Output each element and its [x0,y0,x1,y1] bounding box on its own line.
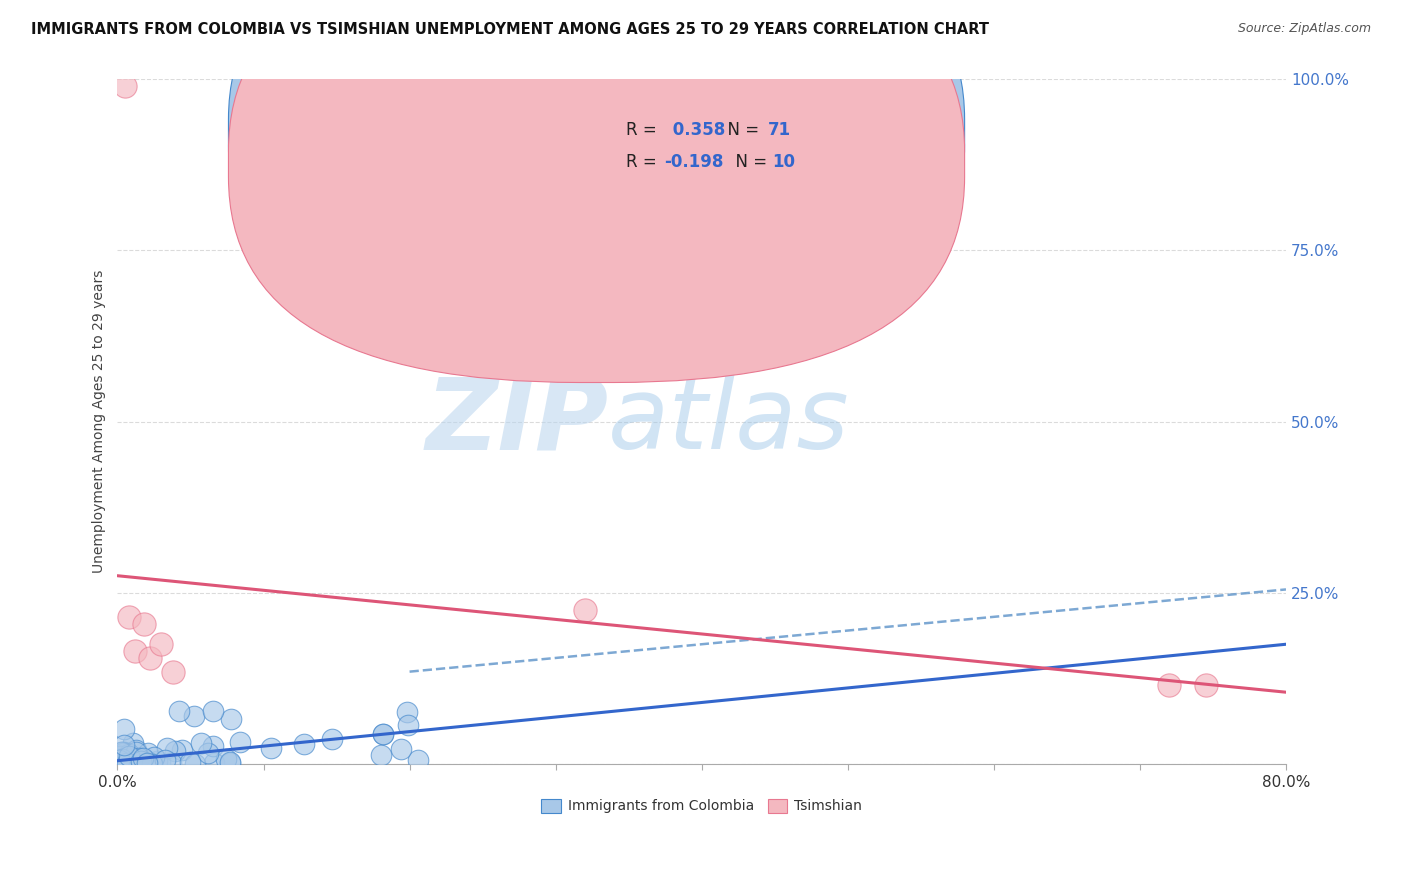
Text: -0.198: -0.198 [664,153,724,171]
Point [118,747,141,761]
Text: N =: N = [717,121,765,139]
Point [1159,678,1181,692]
Text: 71: 71 [768,121,792,139]
Point [112,747,135,761]
Point [118,756,141,770]
Point [125,745,148,759]
Text: R =: R = [626,121,662,139]
Point [135,756,157,771]
Point [159,756,181,770]
Legend: Immigrants from Colombia, Tsimshian: Immigrants from Colombia, Tsimshian [536,793,868,819]
Point [370,747,392,762]
Point [121,736,143,750]
Point [202,704,225,718]
Point [396,717,419,731]
Point [155,753,177,767]
Point [221,712,243,726]
Point [228,735,250,749]
Text: IMMIGRANTS FROM COLOMBIA VS TSIMSHIAN UNEMPLOYMENT AMONG AGES 25 TO 29 YEARS COR: IMMIGRANTS FROM COLOMBIA VS TSIMSHIAN UN… [31,22,988,37]
Point [112,745,135,759]
Point [117,747,139,761]
Point [114,78,136,93]
Point [136,754,159,768]
Point [138,651,160,665]
Point [132,751,155,765]
Point [136,754,159,768]
Text: N =: N = [725,153,772,171]
Point [128,751,150,765]
Point [141,756,163,771]
Point [111,751,134,765]
Point [183,709,205,723]
Point [111,745,134,759]
Point [115,756,138,771]
Y-axis label: Unemployment Among Ages 25 to 29 years: Unemployment Among Ages 25 to 29 years [93,270,107,574]
Point [112,738,135,752]
Point [163,744,186,758]
Point [574,603,596,617]
Point [124,743,146,757]
FancyBboxPatch shape [561,106,824,186]
Point [118,748,141,763]
Point [108,755,131,769]
Point [143,750,166,764]
Point [146,755,169,769]
Point [162,665,184,679]
Point [292,737,315,751]
Point [107,750,129,764]
Point [124,644,146,658]
Point [108,754,131,768]
Point [129,754,152,768]
Point [112,722,135,736]
Point [110,745,132,759]
Point [406,753,429,767]
Point [121,754,143,768]
Point [136,747,159,761]
Text: Source: ZipAtlas.com: Source: ZipAtlas.com [1237,22,1371,36]
FancyBboxPatch shape [228,0,965,351]
Point [107,753,129,767]
Text: 0.358: 0.358 [666,121,725,139]
Point [132,616,155,631]
Point [156,740,179,755]
Point [167,704,190,718]
Point [135,756,157,771]
Point [150,637,173,651]
Point [197,746,219,760]
Point [389,742,412,756]
Point [114,756,136,771]
Point [170,742,193,756]
Point [125,756,148,771]
Point [260,740,283,755]
Point [149,756,172,770]
Point [201,739,224,754]
Point [111,753,134,767]
Point [371,727,394,741]
Point [321,732,343,747]
Point [218,755,240,769]
Point [135,756,157,771]
Point [111,754,134,768]
Point [396,706,419,720]
Point [118,610,141,624]
Point [1194,678,1216,692]
Point [131,757,153,772]
Point [129,754,152,768]
Text: R =: R = [626,153,662,171]
Text: 10: 10 [772,153,794,171]
Point [114,749,136,764]
FancyBboxPatch shape [228,0,965,383]
Point [183,756,205,771]
Point [179,755,201,769]
Point [190,736,212,750]
Text: atlas: atlas [609,373,849,470]
Point [219,756,242,770]
Point [108,748,131,763]
Point [371,727,394,741]
Point [215,752,238,766]
Point [117,756,139,771]
Text: ZIP: ZIP [425,373,609,470]
Point [202,756,225,771]
